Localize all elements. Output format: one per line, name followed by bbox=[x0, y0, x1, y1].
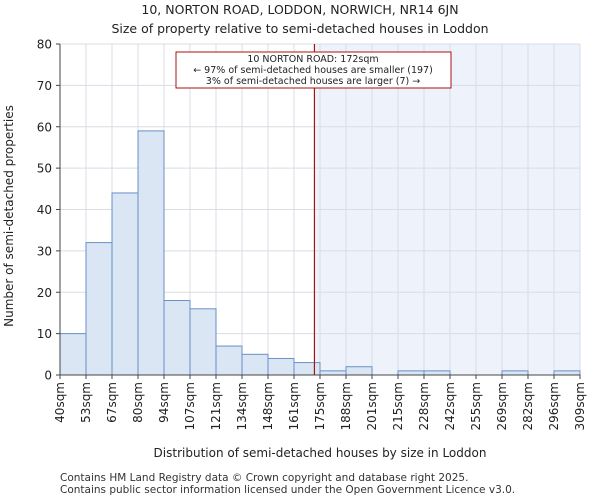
bar-94sqm bbox=[163, 300, 191, 376]
x-tick-label-107sqm: 107sqm bbox=[183, 382, 197, 430]
footer-licence: Contains public sector information licen… bbox=[60, 484, 516, 496]
bar-175sqm bbox=[319, 370, 347, 376]
bar-269sqm bbox=[501, 370, 529, 376]
x-tick-label-53sqm: 53sqm bbox=[79, 382, 93, 423]
y-tick-label: 20 bbox=[37, 286, 52, 300]
y-tick-label: 10 bbox=[37, 327, 52, 341]
footer-copyright: Contains HM Land Registry data © Crown c… bbox=[60, 472, 469, 484]
x-tick-label-121sqm: 121sqm bbox=[209, 382, 223, 430]
bar-80sqm bbox=[137, 130, 165, 376]
x-tick-label-188sqm: 188sqm bbox=[339, 382, 353, 430]
annotation-line-1: 10 NORTON ROAD: 172sqm bbox=[247, 54, 378, 65]
bar-134sqm bbox=[241, 353, 269, 376]
y-tick-label: 50 bbox=[37, 162, 52, 176]
x-tick-label-80sqm: 80sqm bbox=[131, 382, 145, 423]
annotation-border bbox=[175, 51, 452, 89]
x-tick-label-242sqm: 242sqm bbox=[443, 382, 457, 430]
bar-161sqm bbox=[293, 362, 321, 376]
x-tick-label-269sqm: 269sqm bbox=[495, 382, 509, 430]
y-tick-label: 60 bbox=[37, 120, 52, 134]
bar-215sqm bbox=[397, 370, 425, 376]
bar-148sqm bbox=[267, 357, 295, 376]
x-tick-label-282sqm: 282sqm bbox=[521, 382, 535, 430]
x-tick-label-148sqm: 148sqm bbox=[261, 382, 275, 430]
chart-title: 10, NORTON ROAD, LODDON, NORWICH, NR14 6… bbox=[141, 2, 458, 17]
bar-53sqm bbox=[85, 242, 113, 376]
x-tick-label-255sqm: 255sqm bbox=[469, 382, 483, 430]
y-axis-label: Number of semi-detached properties bbox=[2, 105, 16, 327]
y-tick-label: 0 bbox=[44, 369, 52, 383]
bar-188sqm bbox=[345, 366, 373, 376]
bar-121sqm bbox=[215, 345, 243, 376]
x-tick-label-67sqm: 67sqm bbox=[105, 382, 119, 423]
bar-107sqm bbox=[189, 308, 217, 376]
bar-67sqm bbox=[111, 192, 139, 376]
annotation-line-2: ← 97% of semi-detached houses are smalle… bbox=[193, 65, 433, 76]
annotation-box: 10 NORTON ROAD: 172sqm ← 97% of semi-det… bbox=[175, 51, 452, 89]
x-tick-label-201sqm: 201sqm bbox=[365, 382, 379, 430]
x-axis-label: Distribution of semi-detached houses by … bbox=[154, 446, 487, 460]
y-tick-label: 40 bbox=[37, 203, 52, 217]
bar-296sqm bbox=[553, 370, 581, 376]
x-tick-label-134sqm: 134sqm bbox=[235, 382, 249, 430]
x-tick-label-161sqm: 161sqm bbox=[287, 382, 301, 430]
bar-40sqm bbox=[59, 333, 87, 376]
x-tick-label-175sqm: 175sqm bbox=[313, 382, 327, 430]
x-tick-label-228sqm: 228sqm bbox=[417, 382, 431, 430]
bar-228sqm bbox=[423, 370, 451, 376]
x-tick-label-40sqm: 40sqm bbox=[53, 382, 67, 423]
annotation-line-3: 3% of semi-detached houses are larger (7… bbox=[206, 76, 420, 87]
x-tick-label-309sqm: 309sqm bbox=[573, 382, 587, 430]
x-tick-label-296sqm: 296sqm bbox=[547, 382, 561, 430]
y-tick-label: 30 bbox=[37, 244, 52, 258]
y-tick-label: 70 bbox=[37, 79, 52, 93]
x-tick-label-215sqm: 215sqm bbox=[391, 382, 405, 430]
x-tick-label-94sqm: 94sqm bbox=[157, 382, 171, 423]
chart-subtitle: Size of property relative to semi-detach… bbox=[111, 21, 488, 36]
y-tick-label: 80 bbox=[37, 38, 52, 52]
